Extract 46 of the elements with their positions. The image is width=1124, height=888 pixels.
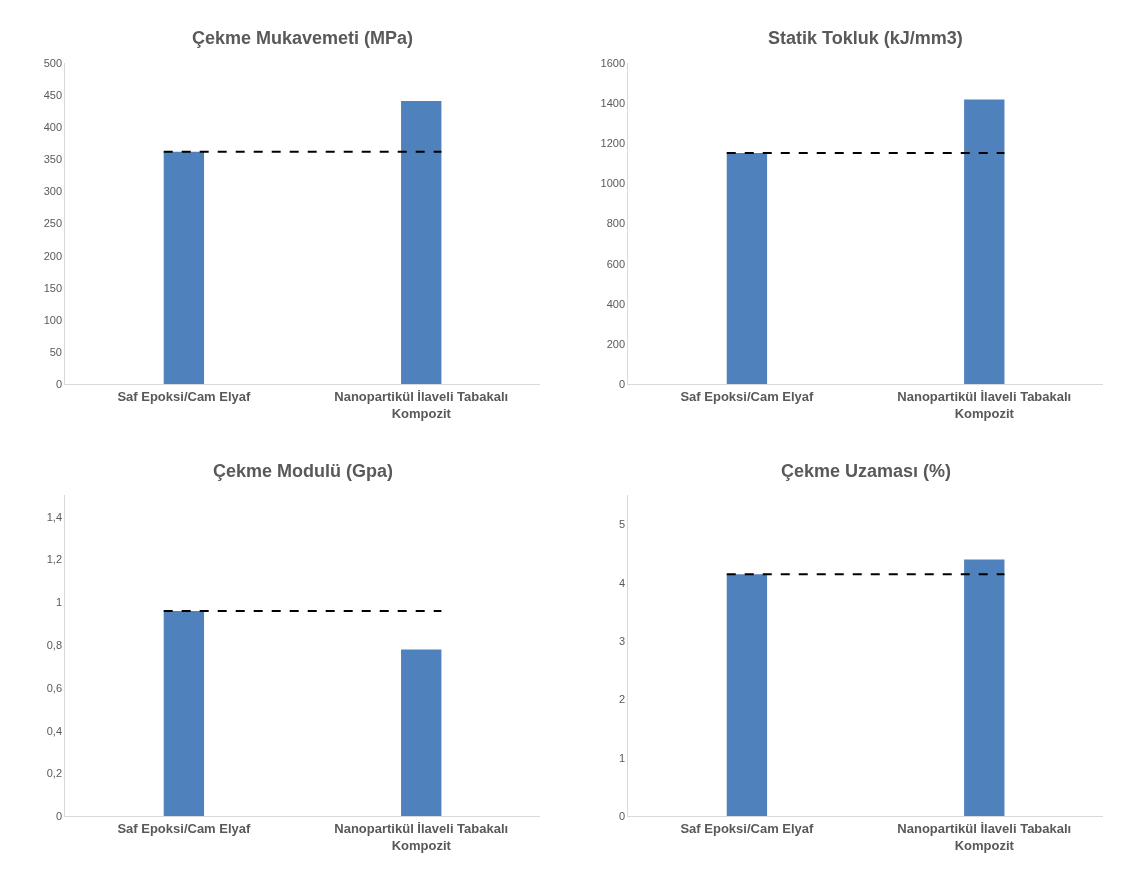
y-tick-label: 0 (55, 810, 62, 823)
y-tick-label: 250 (43, 217, 62, 230)
y-tick-label: 1000 (600, 177, 626, 190)
y-tick-label: 0,6 (46, 681, 62, 694)
y-tick-label: 50 (49, 345, 62, 358)
y-tick-label: 800 (606, 217, 626, 230)
x-tick-label: Nanopartikül İlaveli Tabakalı Kompozit (897, 388, 1072, 421)
chart-title: Çekme Mukavemeti (MPa) (192, 28, 414, 48)
y-tick-label: 350 (43, 153, 62, 166)
y-tick-label: 3 (618, 635, 626, 648)
y-tick-label: 5 (618, 518, 626, 531)
y-tick-label: 0,2 (46, 767, 62, 780)
x-tick-label: Saf Epoksi/Cam Elyaf (117, 388, 252, 404)
y-tick-label: 0 (55, 377, 62, 390)
y-tick-label: 4 (618, 576, 626, 589)
y-tick-label: 1,4 (46, 510, 62, 523)
x-tick-label: Nanopartikül İlaveli Tabakalı Kompozit (897, 820, 1072, 853)
y-tick-label: 450 (43, 89, 62, 102)
y-tick-label: 0,4 (46, 724, 62, 737)
y-tick-label: 200 (43, 249, 62, 262)
y-tick-label: 1 (55, 596, 62, 609)
x-tick-label: Saf Epoksi/Cam Elyaf (680, 388, 815, 404)
x-tick-label: Saf Epoksi/Cam Elyaf (680, 820, 815, 836)
y-tick-label: 400 (606, 297, 626, 310)
chart-title: Çekme Uzaması (%) (781, 461, 952, 481)
y-tick-label: 200 (606, 337, 626, 350)
y-tick-label: 400 (43, 121, 62, 134)
chart-title: Statik Tokluk (kJ/mm3) (768, 28, 963, 48)
chart-title: Çekme Modulü (Gpa) (213, 461, 394, 481)
x-tick-label: Saf Epoksi/Cam Elyaf (117, 820, 252, 836)
x-tick-label: Nanopartikül İlaveli Tabakalı Kompozit (334, 820, 509, 853)
y-tick-label: 100 (43, 313, 62, 326)
y-tick-label: 150 (43, 281, 62, 294)
y-tick-label: 1 (618, 751, 626, 764)
y-tick-label: 0 (618, 377, 626, 390)
y-tick-label: 1400 (600, 97, 626, 110)
y-tick-label: 1,2 (46, 553, 62, 566)
y-tick-label: 300 (43, 185, 62, 198)
y-tick-label: 600 (606, 257, 626, 270)
y-tick-label: 0,8 (46, 639, 62, 652)
y-tick-label: 0 (618, 810, 626, 823)
y-tick-label: 2 (618, 693, 626, 706)
x-tick-label: Nanopartikül İlaveli Tabakalı Kompozit (334, 388, 509, 421)
y-tick-label: 1600 (600, 56, 626, 69)
y-tick-label: 1200 (600, 137, 626, 150)
y-tick-label: 500 (43, 56, 62, 69)
